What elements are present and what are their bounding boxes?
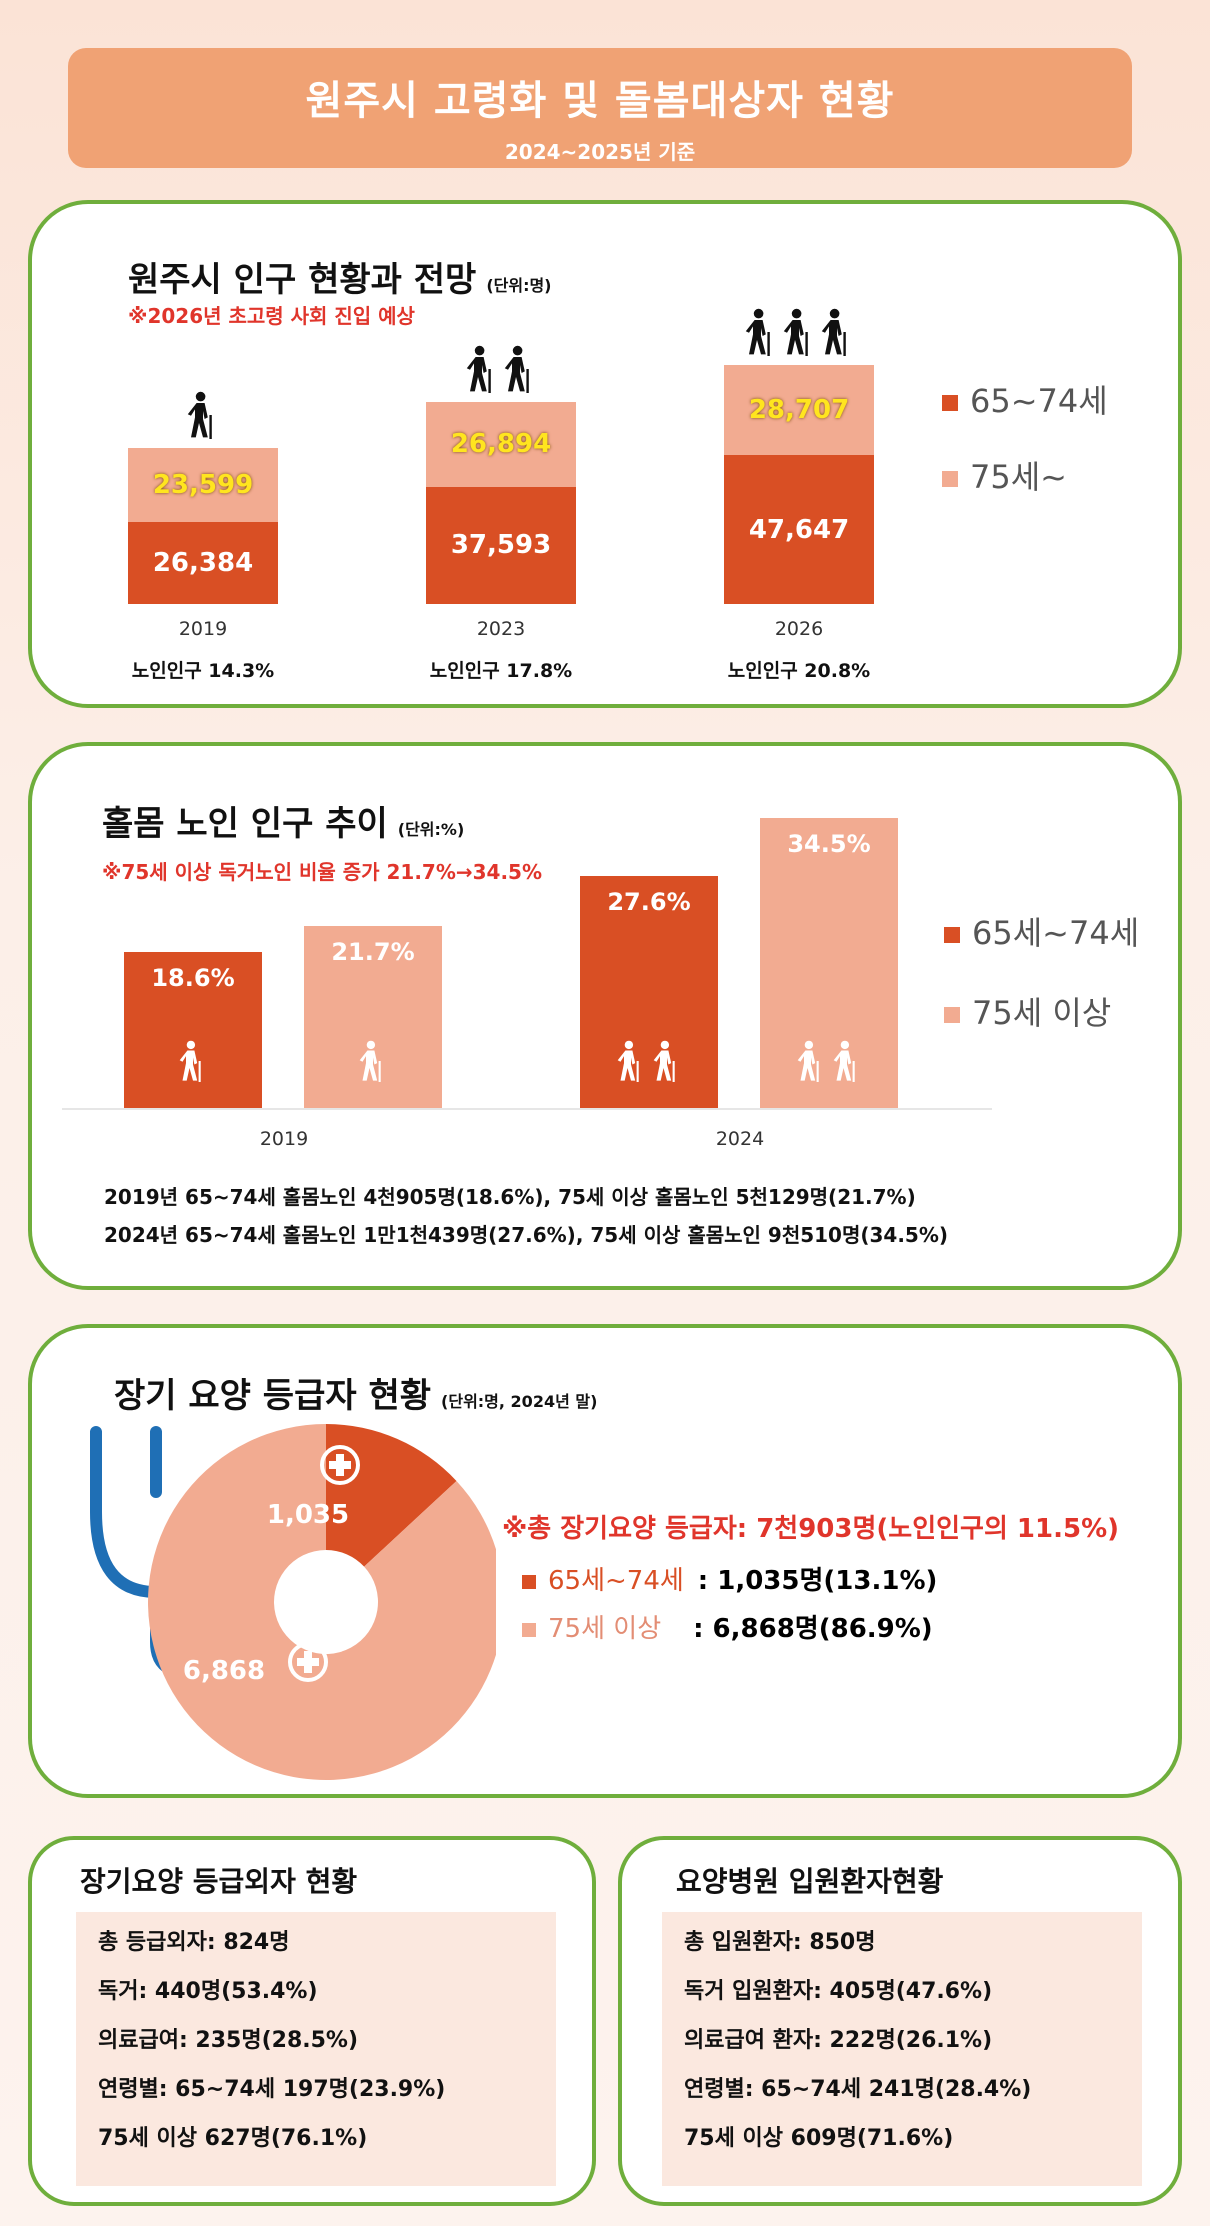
hospital-title: 요양병원 입원환자현황 — [676, 1865, 944, 1898]
ltc-title-text: 장기 요양 등급자 현황 — [114, 1376, 432, 1416]
page-title: 원주시 고령화 및 돌봄대상자 현황 — [305, 78, 895, 124]
list-item: 독거 입원환자: 405명(47.6%) — [684, 1979, 993, 2004]
elderly-person-icon — [617, 1036, 645, 1086]
legend-swatch-dark — [522, 1574, 536, 1589]
bar-75-plus: 21.7% — [304, 925, 442, 1108]
bar-75-plus: 28,707 — [724, 365, 874, 456]
elderly-person-icon — [359, 1036, 387, 1086]
list-item: 연령별: 65~74세 197명(23.9%) — [98, 2077, 446, 2102]
single-elderly-note: ※75세 이상 독거노인 비율 증가 21.7%→34.5% — [102, 860, 543, 884]
list-item: 총 입원환자: 850명 — [684, 1930, 876, 1955]
bar-year-label: 2023 — [476, 618, 526, 640]
bar-value-label: 34.5% — [787, 830, 871, 859]
bar-year-label: 2024 — [715, 1128, 765, 1150]
bar-75-plus: 23,599 — [128, 447, 278, 522]
population-legend-1: 65~74세 — [942, 376, 1108, 422]
elderly-person-icon — [833, 1036, 861, 1086]
population-unit: (단위:명) — [486, 276, 552, 295]
bar-percent-label: 노인인구 14.3% — [131, 660, 275, 682]
list-item: 의료급여 환자: 222명(26.1%) — [684, 2028, 993, 2053]
header-banner: 원주시 고령화 및 돌봄대상자 현황 2024~2025년 기준 — [68, 48, 1132, 168]
non-grade-panel: 장기요양 등급외자 현황 총 등급외자: 824명 독거: 440명(53.4%… — [28, 1836, 596, 2206]
non-grade-title: 장기요양 등급외자 현황 — [80, 1865, 358, 1898]
bar-75-plus: 34.5% — [760, 818, 898, 1108]
legend-label: 75세 이상 — [972, 994, 1112, 1032]
bar-value-label: 18.6% — [151, 963, 235, 992]
list-item: 75세 이상 627명(76.1%) — [98, 2126, 368, 2151]
population-note: ※2026년 초고령 사회 진입 예상 — [128, 304, 415, 328]
list-item: 연령별: 65~74세 241명(28.4%) — [684, 2077, 1032, 2102]
ltc-title: 장기 요양 등급자 현황 (단위:명, 2024년 말) — [114, 1368, 597, 1417]
donut-slice-75-plus — [148, 1424, 496, 1780]
ltc-total-note: ※총 장기요양 등급자: 7천903명(노인인구의 11.5%) — [502, 1514, 1120, 1544]
legend-swatch-dark — [944, 927, 960, 943]
single-elderly-unit: (단위:%) — [397, 820, 465, 839]
elderly-person-icon — [187, 390, 219, 440]
page-subtitle: 2024~2025년 기준 — [504, 140, 696, 164]
legend-label: 65세~74세 — [972, 914, 1140, 952]
single-elderly-title-text: 홀몸 노인 인구 추이 — [102, 804, 388, 844]
single-stat-lines: 2019년 65~74세 홀몸노인 4천905명(18.6%), 75세 이상 … — [104, 1178, 948, 1254]
bar-year-label: 2019 — [178, 618, 228, 640]
legend-label: 75세 이상 — [548, 1614, 662, 1644]
legend-label: 65~74세 — [970, 382, 1108, 420]
elderly-person-icon — [745, 307, 777, 357]
single-elderly-title: 홀몸 노인 인구 추이 (단위:%) — [102, 796, 464, 845]
stat-line: 2024년 65~74세 홀몸노인 1만1천439명(27.6%), 75세 이… — [104, 1223, 949, 1247]
ltc-legend-2: 75세 이상 : 6,868명(86.9%) — [522, 1608, 933, 1645]
single-legend-2: 75세 이상 — [944, 988, 1111, 1034]
single-legend-1: 65세~74세 — [944, 908, 1139, 954]
legend-value: : 1,035명(13.1%) — [697, 1566, 938, 1596]
elderly-person-icon — [797, 1036, 825, 1086]
population-title-text: 원주시 인구 현황과 전망 — [128, 260, 477, 300]
bar-value-label: 21.7% — [331, 937, 415, 966]
bar-65-74: 37,593 — [426, 486, 576, 604]
bar-65-74: 47,647 — [724, 455, 874, 604]
bar-65-74: 26,384 — [128, 521, 278, 604]
ltc-legend-1: 65세~74세 : 1,035명(13.1%) — [522, 1560, 937, 1597]
donut-value-label: 1,035 — [267, 1500, 349, 1530]
ltc-unit: (단위:명, 2024년 말) — [441, 1392, 598, 1411]
population-panel: 원주시 인구 현황과 전망 (단위:명) ※2026년 초고령 사회 진입 예상 … — [28, 200, 1182, 708]
bar-year-label: 2026 — [774, 618, 824, 640]
non-grade-list: 총 등급외자: 824명 독거: 440명(53.4%) 의료급여: 235명(… — [76, 1912, 556, 2186]
single-elderly-panel: 홀몸 노인 인구 추이 (단위:%) ※75세 이상 독거노인 비율 증가 21.… — [28, 742, 1182, 1290]
legend-swatch-light — [944, 1007, 960, 1023]
plus-cross-icon — [288, 1642, 328, 1682]
hospital-panel: 요양병원 입원환자현황 총 입원환자: 850명 독거 입원환자: 405명(4… — [618, 1836, 1182, 2206]
donut-value-label: 6,868 — [183, 1656, 265, 1686]
bar-65-74: 27.6% — [580, 876, 718, 1108]
list-item: 75세 이상 609명(71.6%) — [684, 2126, 954, 2151]
bar-65-74: 18.6% — [124, 951, 262, 1108]
legend-swatch-dark — [942, 395, 958, 411]
bar-value-label: 27.6% — [607, 888, 691, 917]
list-item: 독거: 440명(53.4%) — [98, 1979, 318, 2004]
elderly-person-icon — [653, 1036, 681, 1086]
bar-percent-label: 노인인구 20.8% — [727, 660, 871, 682]
bar-75-plus: 26,894 — [426, 402, 576, 487]
bar-year-label: 2019 — [259, 1128, 309, 1150]
elderly-person-icon — [466, 344, 498, 394]
legend-swatch-light — [522, 1622, 536, 1637]
elderly-person-icon — [783, 307, 815, 357]
ltc-panel: 장기 요양 등급자 현황 (단위:명, 2024년 말) 1,035 6,868 ※… — [28, 1324, 1182, 1798]
elderly-person-icon — [821, 307, 853, 357]
elderly-person-icon — [179, 1036, 207, 1086]
legend-label: 75세~ — [970, 458, 1067, 496]
elderly-person-icon — [504, 344, 536, 394]
plus-cross-icon — [320, 1445, 360, 1485]
bar-percent-label: 노인인구 17.8% — [429, 660, 573, 682]
legend-value: : 6,868명(86.9%) — [693, 1614, 933, 1644]
stat-line: 2019년 65~74세 홀몸노인 4천905명(18.6%), 75세 이상 … — [104, 1185, 916, 1209]
ltc-donut-chart: 1,035 6,868 — [90, 1424, 496, 1780]
legend-swatch-light — [942, 471, 958, 487]
population-legend-2: 75세~ — [942, 452, 1067, 498]
legend-label: 65세~74세 — [548, 1566, 684, 1596]
list-item: 의료급여: 235명(28.5%) — [98, 2028, 359, 2053]
baseline — [62, 1108, 992, 1110]
hospital-list: 총 입원환자: 850명 독거 입원환자: 405명(47.6%) 의료급여 환… — [662, 1912, 1142, 2186]
population-title: 원주시 인구 현황과 전망 (단위:명) — [128, 252, 552, 301]
list-item: 총 등급외자: 824명 — [98, 1930, 290, 1955]
